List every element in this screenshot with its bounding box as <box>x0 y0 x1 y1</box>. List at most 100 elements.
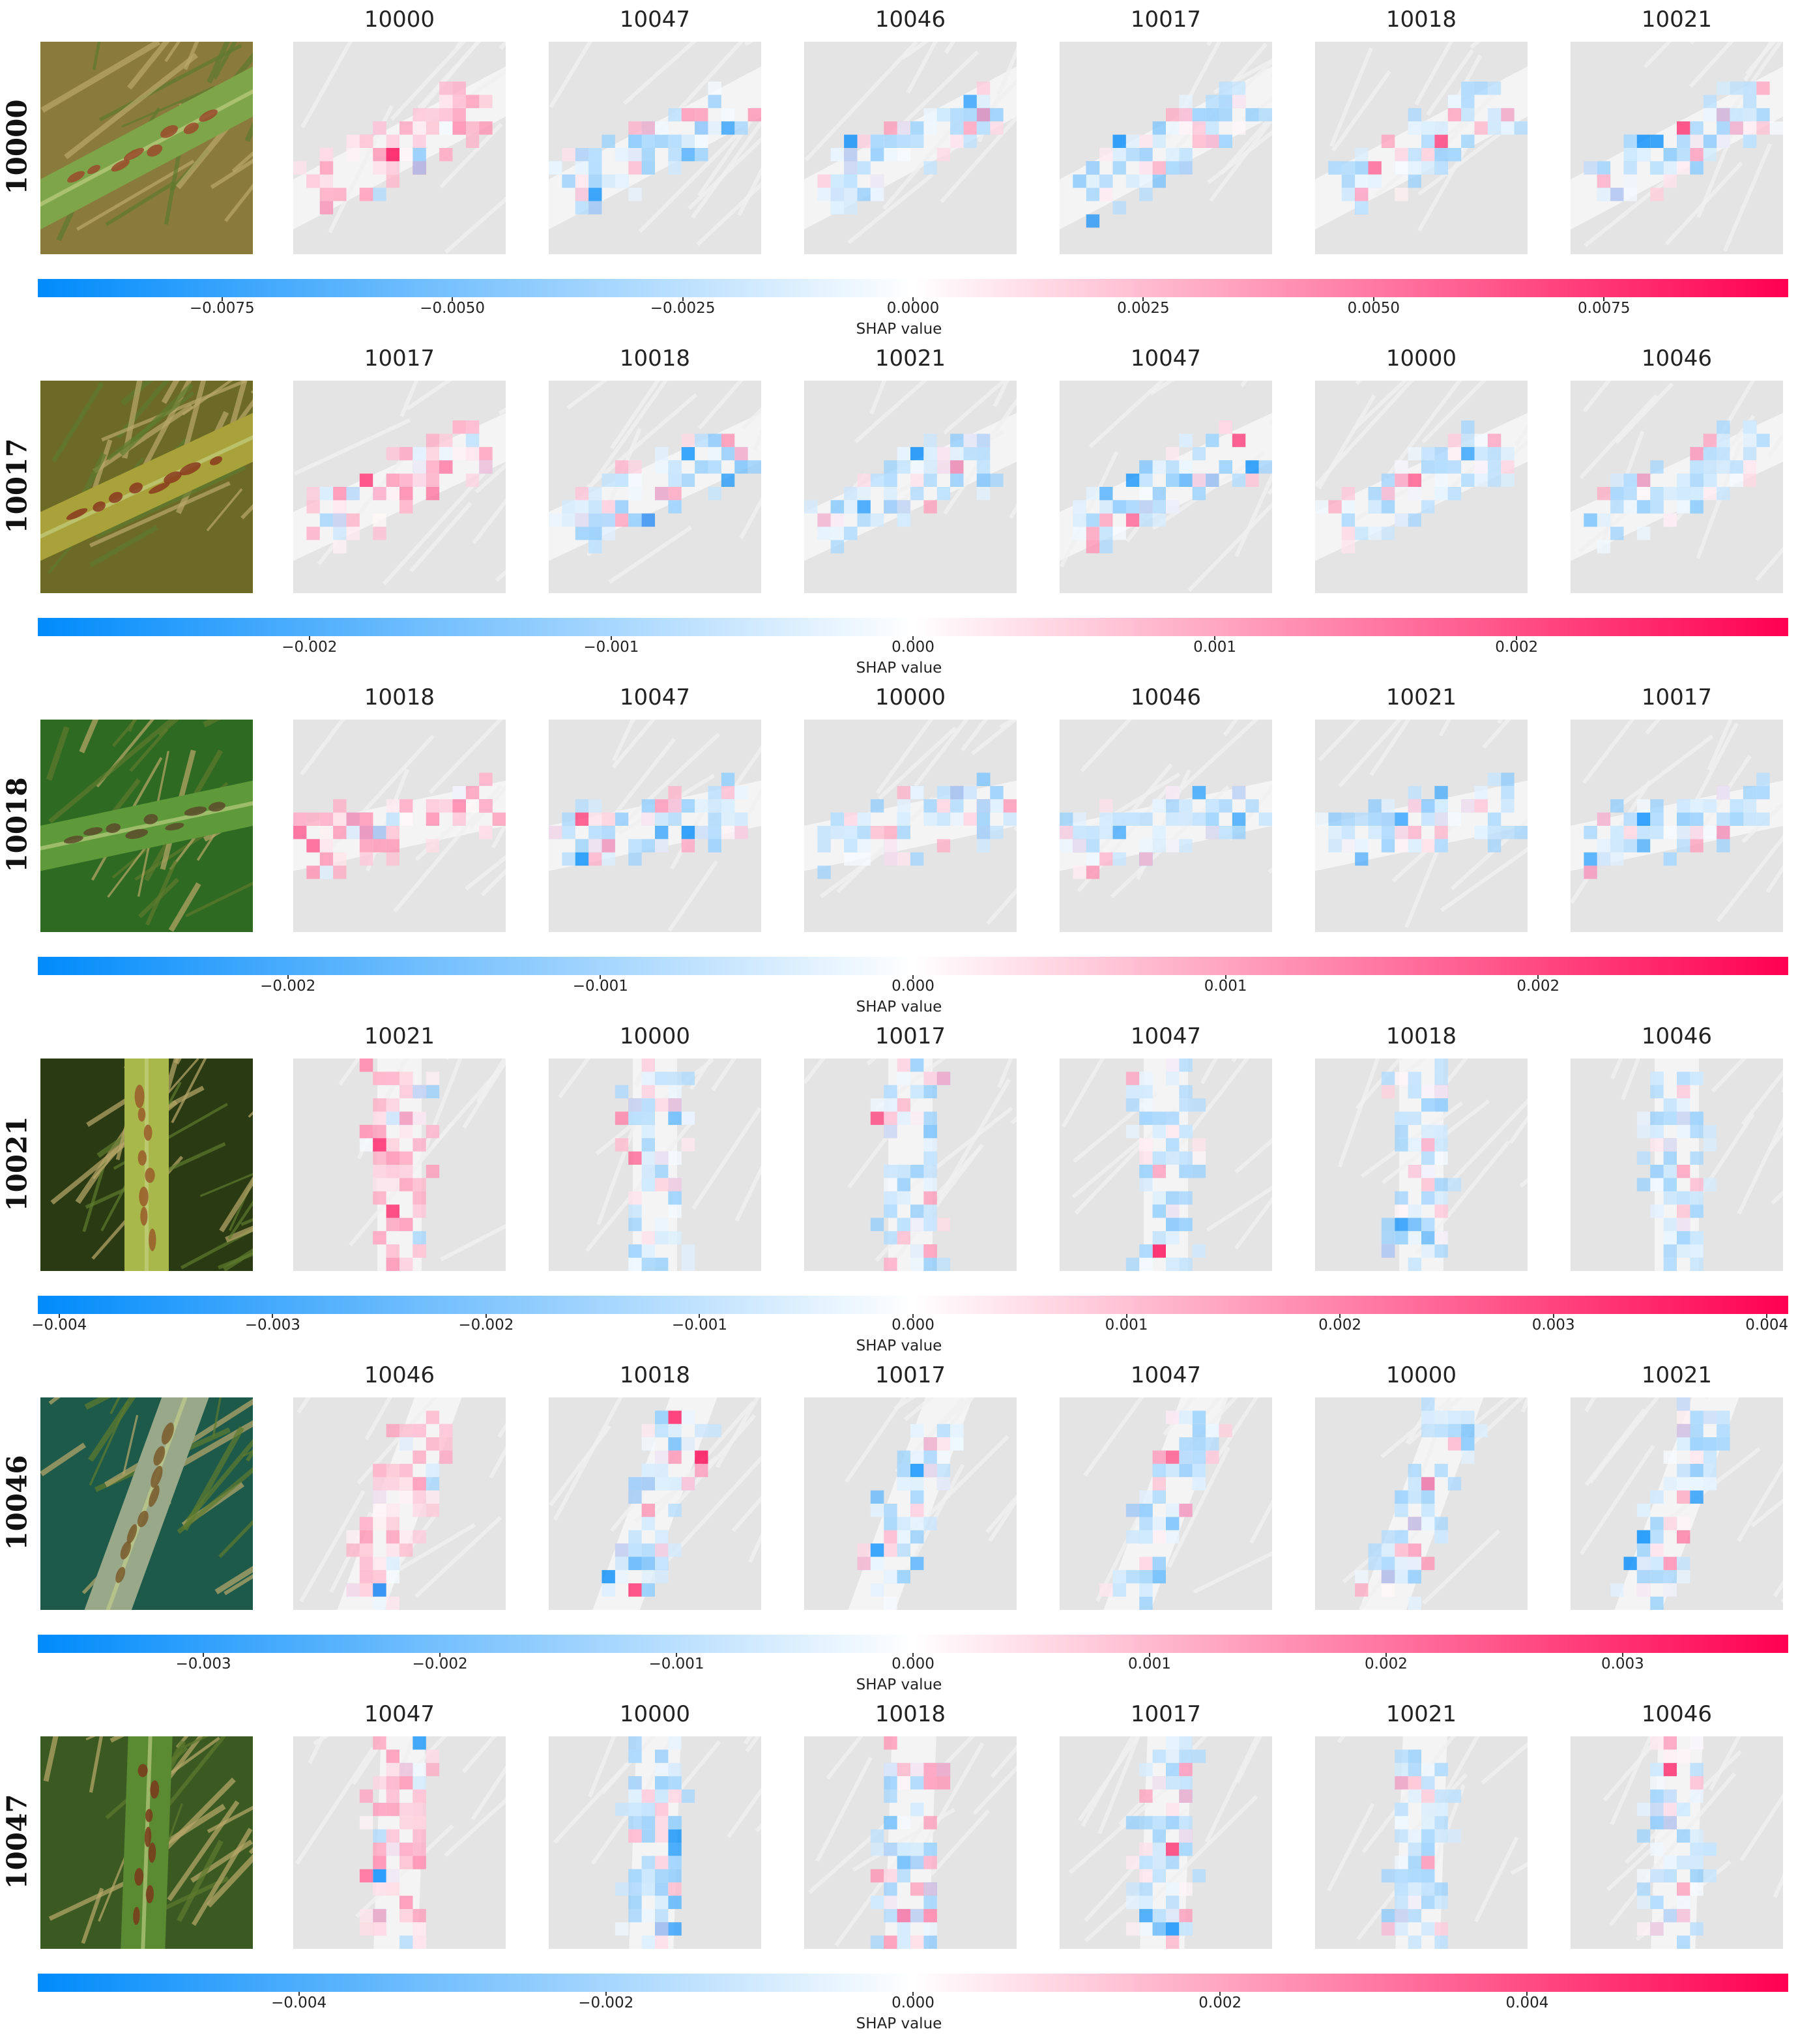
shap-heatmap <box>804 1058 1017 1271</box>
input-photo <box>40 381 253 593</box>
colorbar-tick-label: −0.002 <box>578 1994 634 2011</box>
panel-title: 10000 <box>1385 345 1457 372</box>
row-10000: 10000 10000 10047 10046 10017 10018 10021 −0.00… <box>0 0 1798 339</box>
input-photo <box>40 42 253 254</box>
row-label-text: 10018 <box>1 776 33 873</box>
shap-heatmap <box>1571 1397 1783 1610</box>
colorbar-tick-label: 0.000 <box>892 639 935 656</box>
shap-heatmap <box>549 1397 761 1610</box>
shap-heatmap <box>804 720 1017 932</box>
shap-panel-10018 <box>293 720 506 932</box>
shap-heatmap <box>804 1397 1017 1610</box>
shap-heatmap <box>804 381 1017 593</box>
shap-heatmap <box>293 1736 506 1949</box>
panel-title: 10046 <box>875 7 946 33</box>
colorbar-tick-label: 0.003 <box>1531 1317 1575 1334</box>
colorbar-axis-label: SHAP value <box>856 999 942 1015</box>
shap-heatmap <box>1571 1058 1783 1271</box>
shap-panel-10047 <box>293 1736 506 1949</box>
shap-heatmap <box>1571 381 1783 593</box>
panel-title: 10000 <box>364 7 435 33</box>
colorbar-gradient <box>38 957 1788 975</box>
input-photo <box>40 720 253 932</box>
panel-title: 10018 <box>1385 7 1457 33</box>
colorbar-tick-label: 0.004 <box>1745 1317 1789 1334</box>
colorbar-tick-label: −0.002 <box>412 1656 468 1672</box>
row-10021: 10021 10021 10000 10017 10047 10018 10046 −0.00… <box>0 1017 1798 1356</box>
colorbar-tick-label: 0.003 <box>1601 1656 1644 1672</box>
colorbar-tick-label: 0.001 <box>1204 978 1247 995</box>
row-label: 10017 <box>0 378 34 593</box>
shap-heatmap <box>804 42 1017 254</box>
shap-heatmap <box>1571 1736 1783 1949</box>
colorbar-gradient <box>38 1635 1788 1653</box>
panel-title: 10046 <box>1641 1701 1713 1727</box>
shap-panel-10047 <box>1060 381 1272 593</box>
shap-panel-10000 <box>549 1736 761 1949</box>
colorbar-tick-mark <box>1603 297 1605 301</box>
shap-heatmap <box>1315 1397 1528 1610</box>
shap-heatmap <box>293 720 506 932</box>
colorbar-tick-mark <box>1372 297 1374 301</box>
colorbar-axis-label: SHAP value <box>856 660 942 677</box>
colorbar-axis-label: SHAP value <box>856 2015 942 2032</box>
colorbar-gradient <box>38 1974 1788 1992</box>
input-photo <box>40 1397 253 1610</box>
colorbar-tick-mark <box>1142 297 1144 301</box>
colorbar-tick-label: 0.002 <box>1365 1656 1408 1672</box>
panel-title: 10018 <box>1385 1023 1457 1049</box>
shap-panel-10021 <box>1315 720 1528 932</box>
panel-title: 10021 <box>1385 684 1457 710</box>
shap-heatmap <box>549 720 761 932</box>
colorbar-tick-label: 0.001 <box>1128 1656 1171 1672</box>
shap-heatmap <box>1060 1058 1272 1271</box>
colorbar-tick-label: −0.001 <box>671 1317 727 1334</box>
colorbar-tick-mark <box>682 297 684 301</box>
shap-panel-10017 <box>1060 1736 1272 1949</box>
colorbar-tick-mark <box>1526 1992 1528 1996</box>
shap-panel-10047 <box>1060 1397 1272 1610</box>
panel-title: 10047 <box>1130 1362 1202 1388</box>
shap-heatmap <box>1315 42 1528 254</box>
colorbar-tick-mark <box>1537 975 1539 979</box>
shap-panel-10017 <box>804 1058 1017 1271</box>
row-10046: 10046 10046 10018 10017 10047 10000 10021 −0.00… <box>0 1356 1798 1695</box>
shap-heatmap <box>549 42 761 254</box>
panel-title: 10017 <box>1130 7 1202 33</box>
shap-panel-10017 <box>1060 42 1272 254</box>
shap-heatmap <box>293 1397 506 1610</box>
colorbar-tick-mark <box>912 636 914 640</box>
row-label: 10000 <box>0 39 34 254</box>
shap-panel-10018 <box>1315 42 1528 254</box>
colorbar-tick-mark <box>439 1653 441 1657</box>
input-photo-10017 <box>40 381 253 593</box>
colorbar-axis-label: SHAP value <box>856 1337 942 1354</box>
shap-panel-10021 <box>1571 42 1783 254</box>
row-label: 10018 <box>0 717 34 932</box>
colorbar-tick-mark <box>1225 975 1226 979</box>
shap-heatmap <box>1571 720 1783 932</box>
panel-title: 10047 <box>1130 1023 1202 1049</box>
row-label: 10046 <box>0 1395 34 1610</box>
colorbar-tick-mark <box>298 1992 300 1996</box>
shap-heatmap <box>293 1058 506 1271</box>
row-10018: 10018 10018 10047 10000 10046 10021 10017 −0.00… <box>0 678 1798 1017</box>
shap-panel-10017 <box>804 1397 1017 1610</box>
shap-panel-10047 <box>549 42 761 254</box>
shap-heatmap <box>1060 1397 1272 1610</box>
colorbar-gradient <box>38 618 1788 636</box>
shap-heatmap <box>1060 720 1272 932</box>
shap-panel-10017 <box>1571 720 1783 932</box>
panel-title: 10000 <box>619 1023 691 1049</box>
shap-panel-10047 <box>1060 1058 1272 1271</box>
shap-panel-10018 <box>549 381 761 593</box>
colorbar-tick-mark <box>221 297 223 301</box>
shap-heatmap <box>804 1736 1017 1949</box>
colorbar-tick-label: −0.0025 <box>650 300 716 317</box>
panel-title: 10021 <box>1641 1362 1713 1388</box>
shap-panel-10021 <box>1571 1397 1783 1610</box>
shap-panel-10046 <box>1571 1736 1783 1949</box>
colorbar <box>38 1635 1788 1653</box>
colorbar <box>38 957 1788 975</box>
